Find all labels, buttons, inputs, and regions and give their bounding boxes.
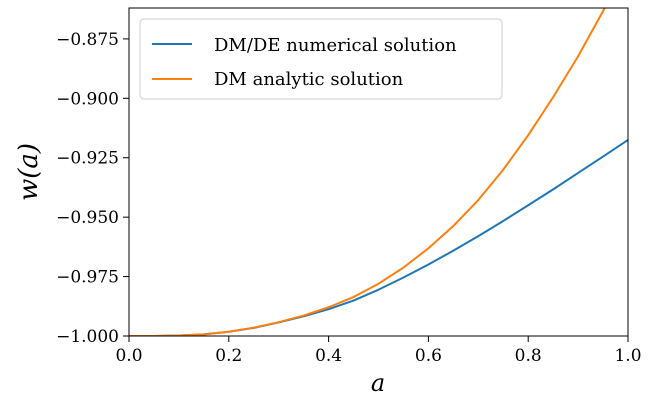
plot-frame (128, 7, 629, 337)
series-layer (129, 8, 628, 336)
x-tick-label: 0.2 (215, 346, 242, 366)
y-axis: −1.000 −0.975 −0.950 −0.925 −0.900 −0.875 (56, 30, 129, 347)
x-tick-label: 0.0 (115, 346, 142, 366)
y-tick-label: −0.925 (56, 149, 119, 169)
y-tick-label: −1.000 (56, 327, 119, 347)
series-line-1 (129, 8, 606, 336)
legend-label-analytic: DM analytic solution (214, 69, 404, 90)
y-tick-label: −0.875 (56, 30, 119, 50)
y-tick-label: −0.900 (56, 89, 119, 109)
x-tick-label: 0.8 (515, 346, 542, 366)
legend-box (139, 18, 503, 100)
y-tick-label: −0.950 (56, 208, 119, 228)
series-line-0 (129, 139, 628, 336)
y-axis-label: w(a) (14, 143, 44, 201)
x-tick-label: 0.6 (415, 346, 442, 366)
y-tick-label: −0.975 (56, 268, 119, 288)
x-tick-label: 0.4 (315, 346, 342, 366)
legend: DM/DE numerical solution DM analytic sol… (139, 18, 503, 100)
legend-label-numerical: DM/DE numerical solution (214, 35, 457, 56)
x-tick-label: 1.0 (614, 346, 641, 366)
x-axis-label: a (371, 369, 385, 397)
x-axis: 0.0 0.2 0.4 0.6 0.8 1.0 (115, 336, 642, 366)
